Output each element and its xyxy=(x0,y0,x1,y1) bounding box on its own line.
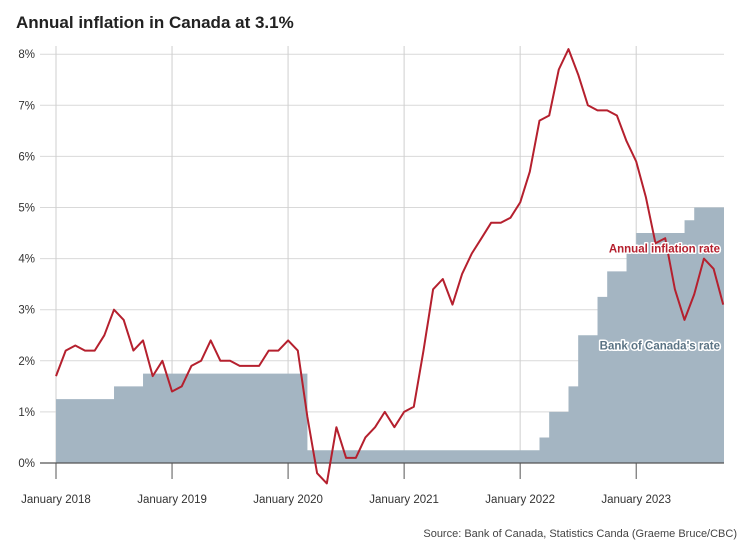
x-tick-label: January 2018 xyxy=(21,494,91,506)
x-tick-label: January 2019 xyxy=(137,494,207,506)
chart-axes xyxy=(40,462,724,479)
y-tick-label: 5% xyxy=(18,203,35,215)
source-note: Source: Bank of Canada, Statistics Canda… xyxy=(423,528,737,540)
x-tick-label: January 2020 xyxy=(253,494,323,506)
y-tick-label: 0% xyxy=(18,458,35,470)
inflation-series-label: Annual inflation rate xyxy=(609,243,720,255)
inflation-rate-line xyxy=(55,48,725,485)
y-tick-label: 8% xyxy=(18,49,35,61)
x-tick-label: January 2021 xyxy=(369,494,439,506)
policy-rate-step-area xyxy=(56,207,733,463)
policy-rate-area xyxy=(56,207,733,463)
y-tick-label: 1% xyxy=(18,407,35,419)
policy-rate-series-label: Bank of Canada's rate xyxy=(600,340,720,352)
y-tick-label: 2% xyxy=(18,356,35,368)
axis-tick-labels: 0% 1% 2% 3% 4% 5% 6% 7% 8% January 2018 January 20… xyxy=(18,49,671,506)
series-annotations: Annual inflation rate Bank of Canada's ra… xyxy=(598,242,721,354)
y-tick-label: 4% xyxy=(18,254,35,266)
inflation-line xyxy=(55,48,725,485)
chart-title: Annual inflation in Canada at 3.1% xyxy=(16,13,294,32)
x-tick-label: January 2023 xyxy=(601,494,671,506)
y-tick-label: 3% xyxy=(18,305,35,317)
y-tick-label: 6% xyxy=(18,151,35,163)
y-tick-label: 7% xyxy=(18,100,35,112)
x-tick-label: January 2022 xyxy=(485,494,555,506)
